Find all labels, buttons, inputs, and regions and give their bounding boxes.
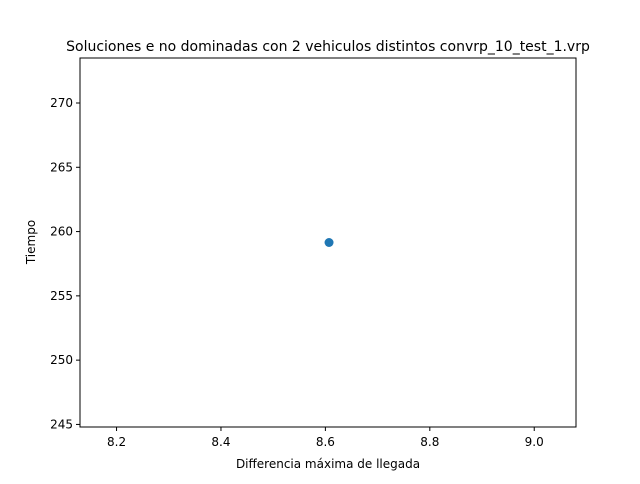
x-axis-label: Differencia máxima de llegada xyxy=(236,457,420,471)
y-axis-label: Tiempo xyxy=(24,220,38,265)
y-tick-label: 265 xyxy=(50,160,73,174)
y-tick-label: 255 xyxy=(50,289,73,303)
y-axis-ticks: 245 250 255 260 265 270 xyxy=(50,96,80,431)
y-tick-label: 245 xyxy=(50,417,73,431)
y-tick-label: 270 xyxy=(50,96,73,110)
x-axis-ticks: 8.2 8.4 8.6 8.8 9.0 xyxy=(107,427,544,449)
y-tick-label: 250 xyxy=(50,353,73,367)
x-tick-label: 9.0 xyxy=(525,435,544,449)
data-points xyxy=(324,238,334,247)
axes-frame xyxy=(79,57,577,428)
plot-area: 8.2 8.4 8.6 8.8 9.0 245 250 255 260 265 270 xyxy=(50,57,577,449)
data-point xyxy=(324,238,334,247)
x-tick-label: 8.4 xyxy=(211,435,230,449)
chart-title: Soluciones e no dominadas con 2 vehiculo… xyxy=(66,39,590,55)
x-tick-label: 8.8 xyxy=(420,435,439,449)
y-tick-label: 260 xyxy=(50,225,73,239)
x-tick-label: 8.6 xyxy=(316,435,335,449)
x-tick-label: 8.2 xyxy=(107,435,126,449)
